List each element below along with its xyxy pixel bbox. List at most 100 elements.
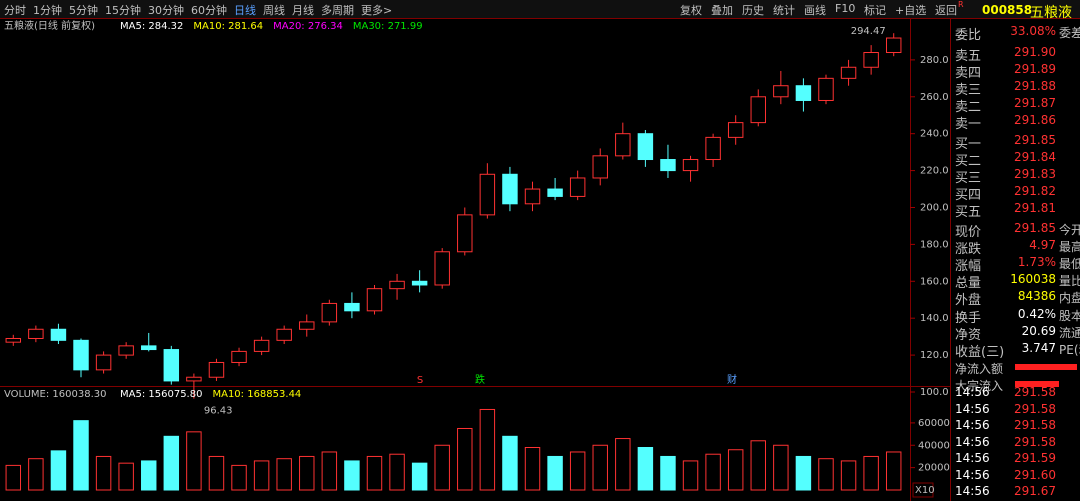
period-tab[interactable]: 1分钟	[33, 4, 62, 17]
candle-body	[502, 173, 518, 205]
volume-bar	[50, 450, 67, 491]
quote-value: 291.83	[1014, 167, 1056, 181]
period-tab[interactable]: 多周期	[321, 4, 354, 17]
quote-label: 委差	[1059, 26, 1080, 40]
toolbar-button[interactable]: 标记	[864, 4, 886, 17]
volume-bar	[885, 451, 902, 491]
volume-bar	[95, 455, 112, 491]
volume-bar	[750, 440, 766, 491]
volume-bar	[366, 455, 383, 491]
candle-body	[524, 188, 541, 205]
toolbar-button[interactable]: 叠加	[711, 4, 733, 17]
indicator-label: MA10: 168853.44	[212, 389, 301, 400]
candle-body	[95, 354, 112, 371]
period-tab[interactable]: 日线	[234, 4, 256, 17]
volume-bar	[479, 408, 496, 491]
toolbar-button[interactable]: 返回	[935, 4, 957, 17]
candle-body	[366, 288, 383, 312]
period-tab[interactable]: 月线	[292, 4, 314, 17]
trade-time: 14:56	[955, 451, 990, 465]
trade-price: 291.58	[1014, 385, 1056, 399]
indicator-label: MA30: 271.99	[353, 21, 423, 32]
candle-body	[682, 159, 699, 172]
toolbar-button[interactable]: 画线	[804, 4, 826, 17]
volume-bar	[231, 464, 247, 491]
quote-value: 291.87	[1014, 96, 1056, 110]
volume-bar	[118, 462, 134, 491]
quote-label: 卖五	[955, 49, 982, 64]
period-tab[interactable]: 5分钟	[69, 4, 98, 17]
volume-bar	[389, 453, 405, 491]
indicator-label: MA5: 156075.80	[120, 389, 202, 400]
volume-title: VOLUME: 160038.30	[4, 389, 107, 400]
period-tab[interactable]: 更多>	[361, 4, 393, 17]
toolbar-button[interactable]: +自选	[895, 4, 927, 17]
volume-bar	[299, 455, 315, 491]
period-tab[interactable]: 周线	[263, 4, 285, 17]
quote-value: 291.84	[1014, 150, 1056, 164]
quote-label: 内盘	[1059, 291, 1080, 305]
candle-body	[863, 52, 879, 68]
volume-bar	[682, 460, 699, 491]
volume-bar	[5, 464, 22, 491]
candle-body	[569, 177, 586, 197]
toolbar-button[interactable]: 历史	[742, 4, 764, 17]
candle-body	[479, 173, 496, 216]
volume-bar	[818, 458, 834, 491]
volume-bar	[547, 455, 563, 491]
volume-bar	[705, 453, 721, 491]
volume-bar	[569, 451, 586, 491]
period-tab[interactable]: 15分钟	[105, 4, 141, 17]
y-tick-label: 180.0	[920, 239, 949, 250]
y-tick-label: 260.0	[920, 92, 949, 103]
y-tick-label: 160.0	[920, 276, 949, 287]
trade-time: 14:56	[955, 484, 990, 498]
event-marker: 跌	[475, 373, 485, 386]
candle-body	[660, 159, 676, 172]
quote-value: 84386	[1017, 289, 1056, 303]
volume-bar	[141, 460, 157, 491]
y-tick-label: 280.0	[920, 55, 949, 66]
indicator-label: MA20: 276.34	[273, 21, 343, 32]
y-tick-label: 120.0	[920, 350, 949, 361]
volume-bar	[321, 451, 338, 491]
event-marker: S	[417, 375, 423, 386]
y-tick-label: 100.0	[920, 387, 949, 398]
quote-label: 卖三	[955, 83, 982, 98]
volume-bar	[615, 438, 631, 491]
quote-label: 涨跌	[955, 242, 982, 257]
volume-bar	[208, 455, 225, 491]
candle-body	[434, 251, 450, 286]
y-tick-label: 200.0	[920, 202, 949, 213]
candle-body	[231, 350, 247, 363]
y-tick-label: 40000	[918, 440, 950, 451]
stock-code: 000858	[982, 3, 1033, 17]
volume-bar	[795, 455, 812, 491]
flow-bar	[1015, 381, 1059, 387]
quote-label: 总量	[955, 276, 982, 291]
trade-time: 14:56	[955, 467, 990, 482]
volume-bar	[73, 420, 89, 491]
candle-body	[411, 280, 428, 286]
quote-value: 291.89	[1014, 62, 1056, 76]
unit-label: X10	[915, 485, 935, 496]
period-tab[interactable]: 60分钟	[191, 4, 227, 17]
toolbar-button[interactable]: 复权	[680, 4, 702, 17]
flow-label: 大宗流入	[955, 379, 1004, 393]
quote-label: 收益(三)	[955, 345, 1005, 360]
quote-value: 291.82	[1014, 184, 1056, 198]
quote-label: 现价	[955, 225, 982, 240]
trade-time: 14:56	[955, 434, 990, 449]
candle-body	[208, 361, 225, 378]
period-tab[interactable]: 分时	[4, 4, 26, 17]
quote-label: 最高	[1059, 240, 1080, 254]
toolbar-button[interactable]: 统计	[773, 4, 795, 17]
candle-body	[253, 339, 270, 352]
candle-body	[73, 339, 89, 371]
candle-body	[615, 133, 631, 157]
period-tab[interactable]: 30分钟	[148, 4, 184, 17]
toolbar-button[interactable]: F10	[835, 2, 856, 15]
y-tick-label: 140.0	[920, 313, 949, 324]
